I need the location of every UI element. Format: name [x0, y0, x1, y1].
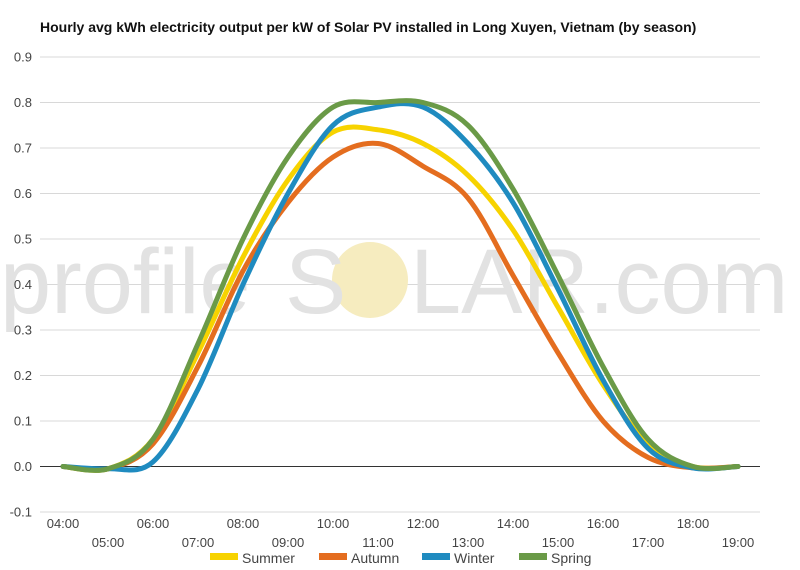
x-tick-label: 05:00	[92, 535, 125, 550]
y-tick-label: 0.7	[14, 141, 32, 156]
legend-label-winter: Winter	[454, 550, 495, 566]
series-line-autumn	[60, 140, 741, 473]
x-tick-label: 16:00	[587, 516, 620, 531]
chart-title: Hourly avg kWh electricity output per kW…	[40, 19, 697, 35]
x-tick-label: 11:00	[362, 535, 394, 550]
y-tick-label: 0.3	[14, 323, 32, 338]
y-tick-label: -0.1	[10, 505, 32, 520]
y-tick-label: 0.8	[14, 95, 32, 110]
y-tick-label: 0.6	[14, 186, 32, 201]
x-tick-label: 08:00	[227, 516, 260, 531]
x-tick-label: 13:00	[452, 535, 485, 550]
x-tick-label: 12:00	[407, 516, 440, 531]
y-tick-label: 0.4	[14, 277, 32, 292]
series-line-winter	[60, 101, 741, 473]
legend: Summer Autumn Winter Spring	[210, 550, 591, 566]
x-tick-label: 18:00	[677, 516, 710, 531]
legend-label-summer: Summer	[242, 550, 295, 566]
legend-swatch-winter	[422, 553, 450, 560]
legend-label-spring: Spring	[551, 550, 591, 566]
legend-swatch-summer	[210, 553, 238, 560]
x-tick-label: 09:00	[272, 535, 305, 550]
legend-swatch-spring	[519, 553, 547, 560]
legend-swatch-autumn	[319, 553, 347, 560]
x-tick-label: 17:00	[632, 535, 665, 550]
gridlines	[40, 56, 760, 513]
watermark-text-right: LAR.com	[410, 231, 788, 333]
y-axis: 0.9 0.8 0.7 0.6 0.5 0.4 0.3 0.2 0.1 0.0 -0.1	[10, 50, 32, 520]
watermark-sun-circle	[332, 242, 408, 318]
x-tick-label: 10:00	[317, 516, 350, 531]
y-tick-label: 0.9	[14, 50, 32, 65]
x-tick-label: 14:00	[497, 516, 530, 531]
x-tick-label: 07:00	[182, 535, 215, 550]
x-axis: 04:00 05:00 06:00 07:00 08:00 09:00 10:00 11:00…	[47, 516, 755, 550]
watermark: profile S LAR.com	[0, 231, 788, 333]
x-tick-label: 06:00	[137, 516, 170, 531]
x-tick-label: 04:00	[47, 516, 80, 531]
x-tick-label: 15:00	[542, 535, 575, 550]
legend-label-autumn: Autumn	[351, 550, 399, 566]
watermark-text-s: S	[285, 231, 346, 333]
series-lines	[60, 98, 741, 473]
series-line-spring	[60, 98, 741, 473]
x-tick-label: 19:00	[722, 535, 755, 550]
y-tick-label: 0.0	[14, 459, 32, 474]
y-tick-label: 0.2	[14, 368, 32, 383]
y-tick-label: 0.1	[14, 414, 32, 429]
y-tick-label: 0.5	[14, 232, 32, 247]
